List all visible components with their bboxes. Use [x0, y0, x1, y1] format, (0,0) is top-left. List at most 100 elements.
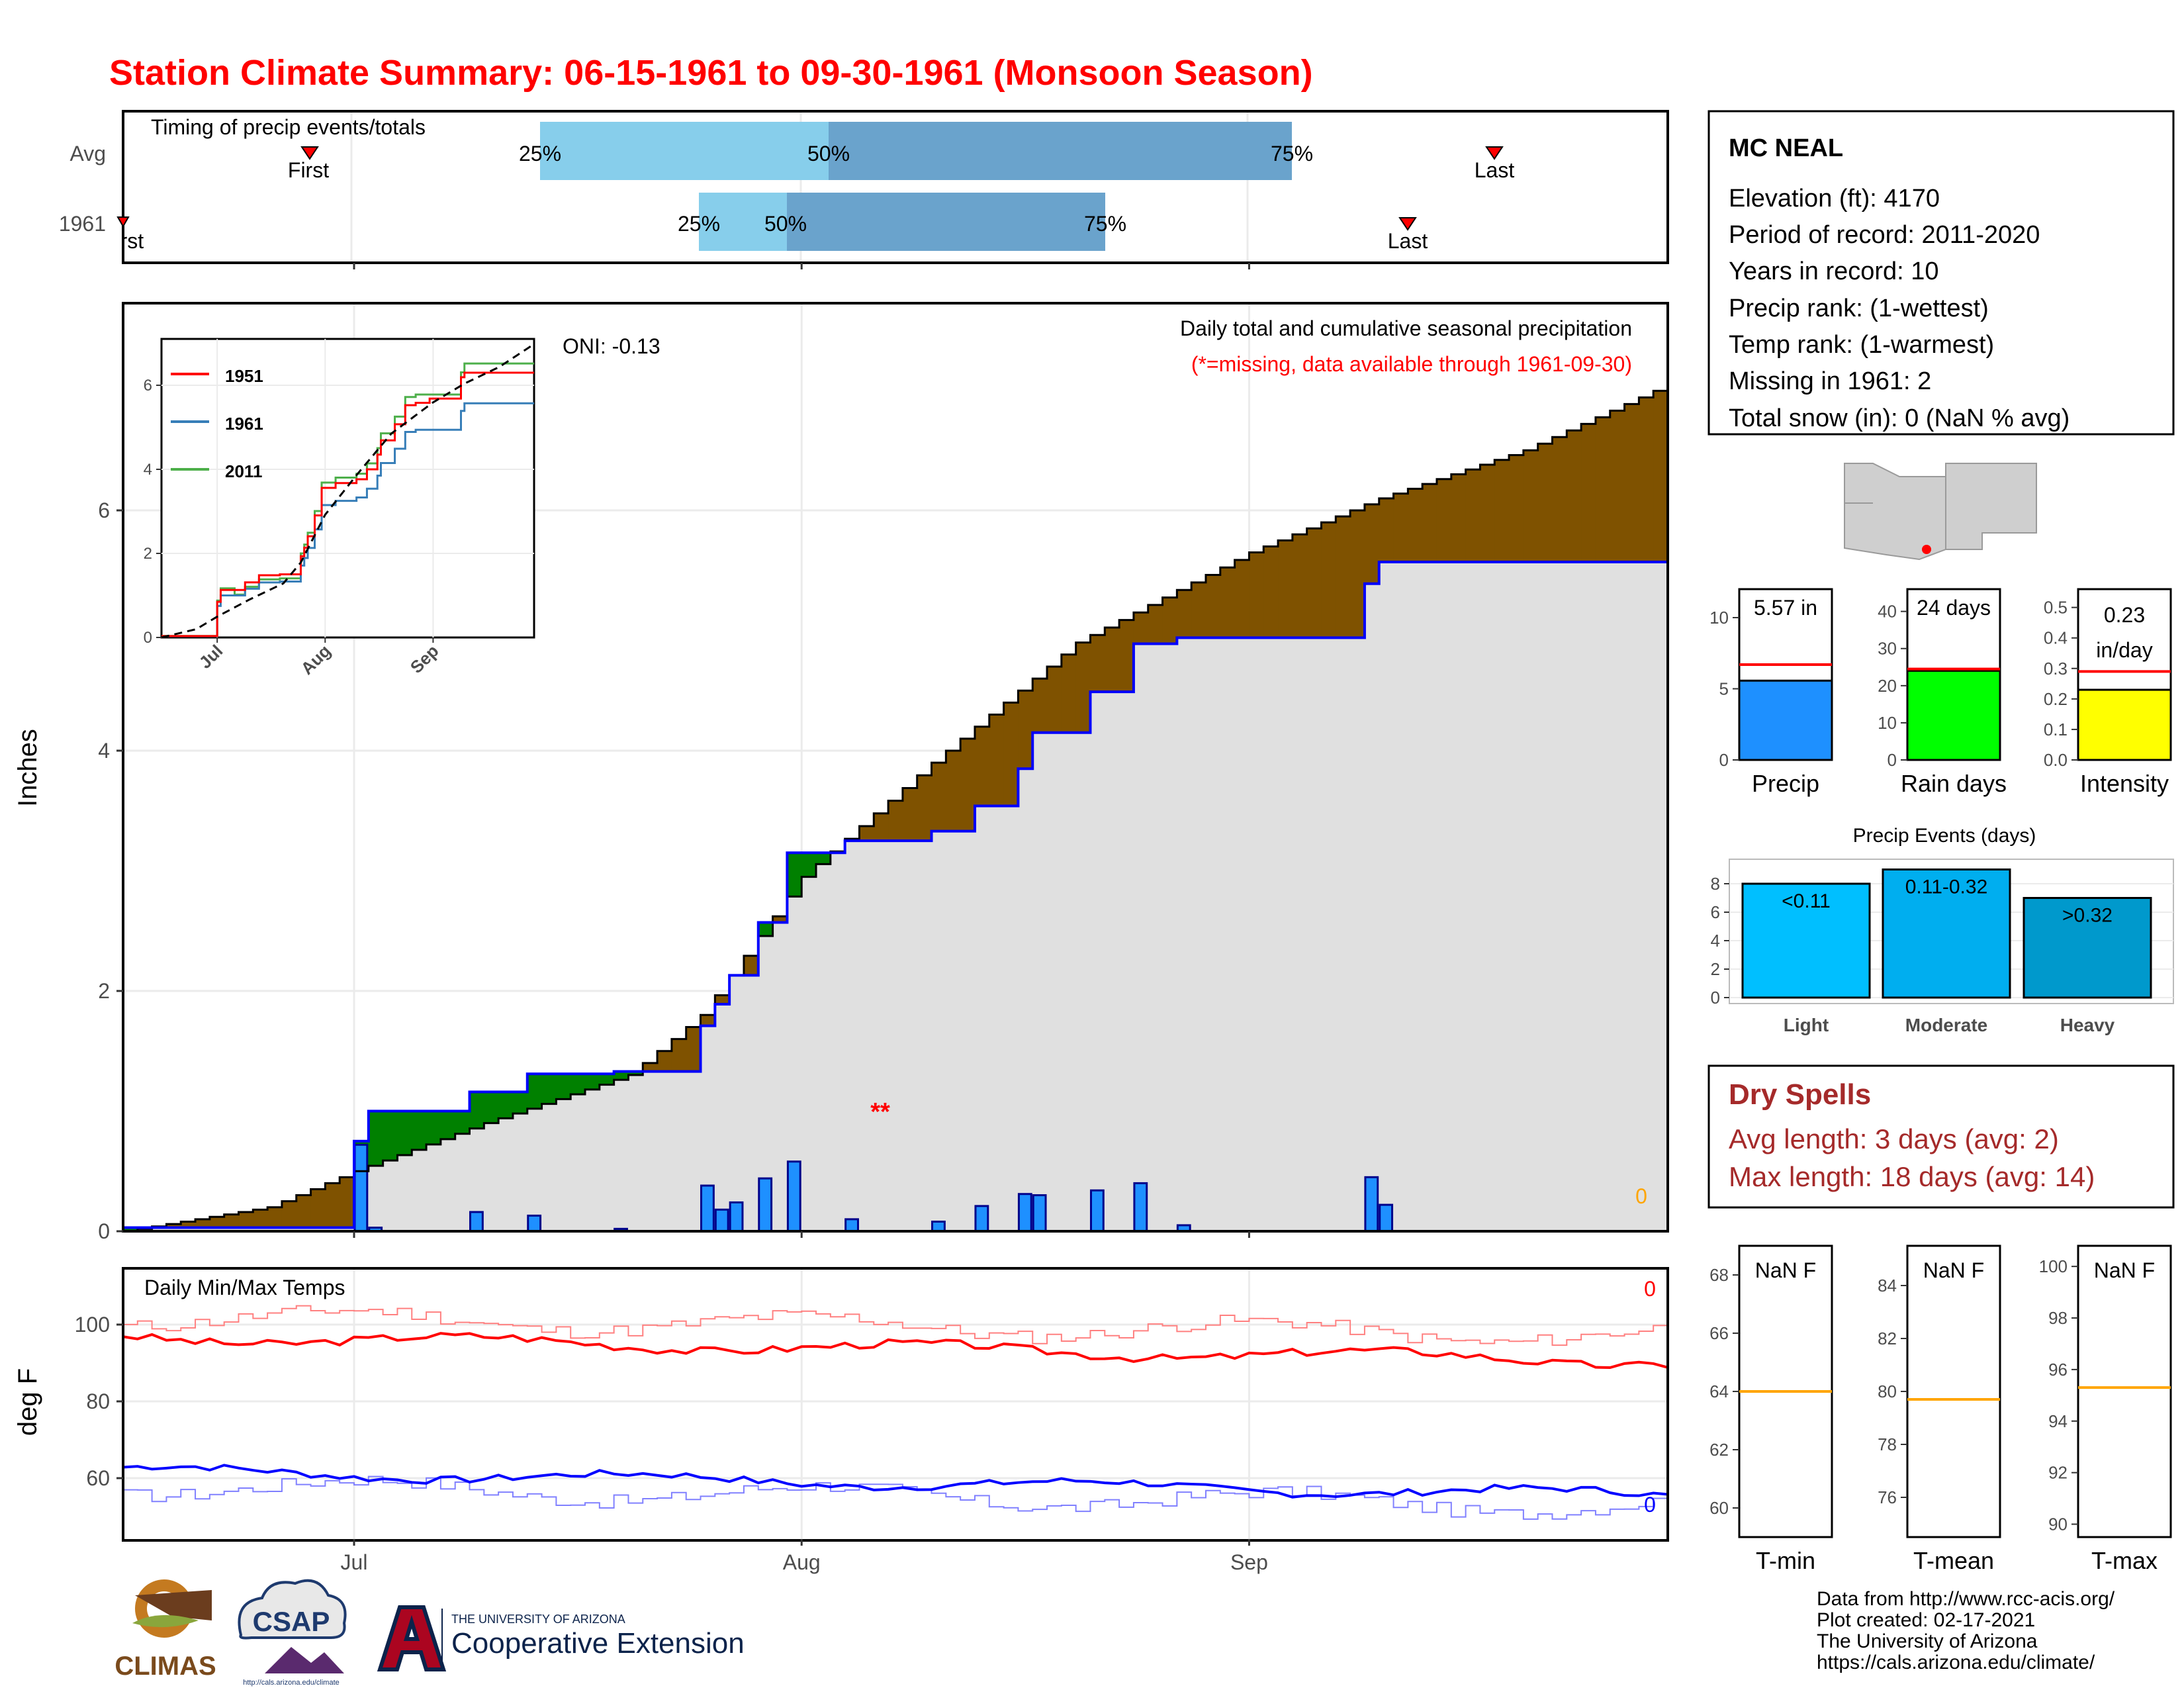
events-title: Precip Events (days) [1853, 825, 2036, 847]
deficit-segment [686, 1027, 702, 1072]
summary-tick-label: 0.1 [2044, 720, 2068, 739]
temps-xtick-label: Aug [783, 1550, 821, 1574]
deficit-segment [1451, 474, 1467, 563]
events-bar-label: 0.11-0.32 [1905, 876, 1988, 898]
footer-plot-created: Plot created: 02-17-2021 [1817, 1609, 2035, 1631]
legend-label-2011: 2011 [225, 461, 262, 481]
avg-max-temp-line [123, 1305, 1668, 1346]
surplus-segment [758, 922, 774, 937]
deficit-segment [1523, 450, 1539, 563]
summary-bars: 0 5 10 5.57 in Precip 0 10 20 30 40 24 days Rain da… [1709, 588, 2172, 797]
yr-first-label-clip: First [103, 229, 144, 253]
dry-spells-max: Max length: 18 days (avg: 14) [1729, 1161, 2095, 1192]
dry-spells-frame [1707, 1064, 2175, 1209]
deficit-segment [166, 1224, 181, 1228]
station-years: Years in record: 10 [1729, 258, 1939, 285]
csap-cloud [238, 1579, 347, 1640]
observed-cumulative-line [123, 561, 1668, 1229]
surplus-segment [383, 1111, 398, 1161]
surplus-segment [368, 1111, 384, 1166]
deficit-segment [1350, 510, 1365, 638]
csap-mountains [265, 1647, 344, 1673]
dry-spells-title: Dry Spells [1729, 1078, 1871, 1111]
yr-p25-label: 25% [678, 212, 720, 236]
daily-precip-bar [1017, 1193, 1032, 1233]
events-ytick-label: 8 [1711, 874, 1720, 894]
avg-p75-label: 75% [1271, 142, 1313, 165]
events-bar-label: >0.32 [2062, 905, 2113, 927]
events-bar [1741, 882, 1871, 999]
deficit-segment [1610, 410, 1625, 563]
deficit-segment [743, 955, 759, 976]
deficit-segment [1003, 702, 1019, 806]
deficit-segment [1595, 417, 1611, 563]
summary-tick-label: 0.0 [2044, 750, 2068, 770]
deficit-segment [1133, 612, 1149, 644]
deficit-segment [1278, 540, 1293, 638]
temp-panel-tick-label: 66 [1709, 1323, 1729, 1343]
yr-pctl-25-50 [699, 193, 787, 251]
events-category-label: Light [1784, 1015, 1829, 1035]
deficit-segment [238, 1211, 253, 1228]
daily-precip-bar [527, 1214, 542, 1233]
temps-xtick-label: Jul [341, 1550, 368, 1574]
deficit-segment [989, 714, 1005, 806]
temp-panel-tick-label: 64 [1709, 1382, 1729, 1401]
avg-pctl-50-75 [829, 122, 1292, 180]
daily-precip-bar [1133, 1182, 1148, 1233]
deficit-segment [657, 1051, 672, 1072]
deficit-segment [1105, 627, 1120, 692]
deficit-segment [1336, 516, 1351, 638]
deficit-segment [772, 916, 788, 923]
surplus-segment [816, 853, 831, 865]
summary-tick-label: 40 [1878, 602, 1897, 622]
deficit-segment [1321, 522, 1336, 638]
summary-tick-label: 0 [1719, 750, 1729, 770]
temp-panel-tick-label: 94 [2048, 1411, 2068, 1431]
daily-precip-bar [758, 1177, 773, 1233]
deficit-segment [888, 800, 903, 841]
summary-axis-label: Rain days [1901, 770, 2007, 797]
daily-precip-bar [1379, 1203, 1394, 1233]
deficit-segment [700, 1015, 715, 1026]
deficit-segment [1494, 459, 1510, 563]
events-bar [2023, 897, 2152, 999]
temp-panel-label: T-max [2091, 1547, 2158, 1574]
precip-panel: 0 2 4 6 Inches Daily total and cumulative s… [13, 263, 1669, 1243]
daily-precip-bar [1032, 1194, 1047, 1233]
precip-ytick-label: 6 [98, 498, 110, 522]
csap-logo: CSAP http://cals.arizona.edu/climate [238, 1579, 347, 1687]
summary-value-label: 5.57 in [1754, 596, 1817, 620]
precip-ytick-label: 2 [98, 979, 110, 1003]
deficit-segment [960, 738, 976, 831]
deficit-segment [1263, 546, 1279, 638]
events-bar [1882, 868, 2011, 999]
yr-first-label: First [103, 229, 144, 253]
inset-ytick-label: 6 [144, 377, 152, 395]
deficit-segment [1393, 493, 1408, 563]
temp-panel-value: NaN F [2094, 1258, 2155, 1282]
avg-p25-label: 25% [519, 142, 561, 165]
legend-label-1951: 1951 [225, 366, 263, 386]
events-category-label: Heavy [2060, 1015, 2115, 1035]
temp-panel-tick-label: 60 [1709, 1498, 1729, 1518]
daily-precip-bar [469, 1211, 484, 1233]
daily-precip-bar [729, 1201, 744, 1233]
deficit-segment [1581, 424, 1596, 563]
surplus-segment [599, 1074, 615, 1085]
legend-label-1961: 1961 [225, 414, 263, 434]
temp-panel-tick-label: 78 [1878, 1434, 1897, 1454]
map-states [1844, 463, 2037, 561]
inset-ytick-label: 2 [144, 545, 152, 563]
summary-tick-label: 10 [1878, 713, 1897, 733]
inset-ytick-label: 0 [144, 629, 152, 647]
yr-p75-label: 75% [1084, 212, 1126, 236]
deficit-segment [1090, 635, 1105, 692]
climas-logo-text: CLIMAS [114, 1652, 216, 1681]
temp-panel-tick-label: 82 [1878, 1329, 1897, 1348]
dry-spells-avg: Avg length: 3 days (avg: 2) [1729, 1123, 2059, 1154]
yr-first-marker [116, 216, 130, 228]
surplus-segment [426, 1111, 441, 1145]
surplus-segment [498, 1092, 514, 1119]
